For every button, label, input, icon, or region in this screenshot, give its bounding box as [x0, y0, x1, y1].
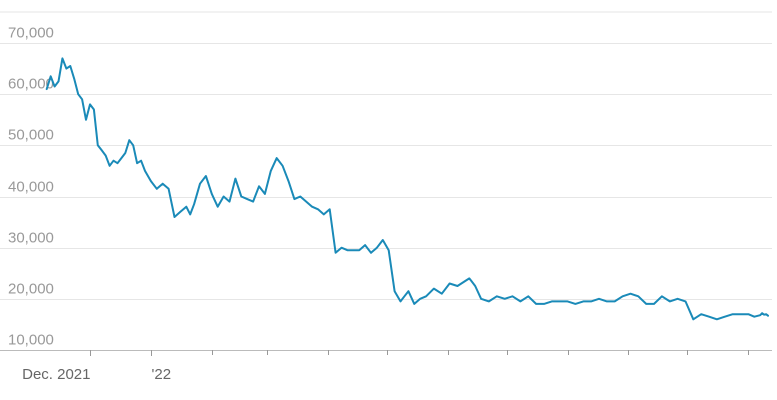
x-axis: Dec. 2021 '22 [0, 350, 772, 383]
series-line [45, 57, 769, 321]
y-tick-label: 70,000 [8, 25, 54, 42]
x-tick-label: Dec. 2021 [22, 366, 90, 383]
y-tick-label: 40,000 [8, 179, 54, 196]
series-layer [45, 57, 769, 321]
y-tick-label: 20,000 [8, 281, 54, 298]
y-tick-label: 10,000 [8, 332, 54, 349]
y-tick-label: 50,000 [8, 127, 54, 144]
y-tick-label: 60,000 [8, 76, 54, 93]
gridlines [0, 11, 772, 300]
y-tick-label: 30,000 [8, 230, 54, 247]
y-axis-tick-labels: 10,000 20,000 30,000 40,000 50,000 60,000 70,0… [8, 25, 54, 349]
x-tick-label: '22 [152, 366, 172, 383]
